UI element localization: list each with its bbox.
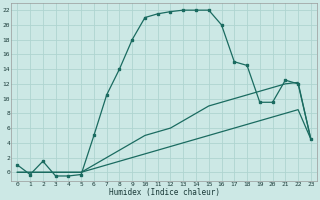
X-axis label: Humidex (Indice chaleur): Humidex (Indice chaleur) xyxy=(108,188,220,197)
